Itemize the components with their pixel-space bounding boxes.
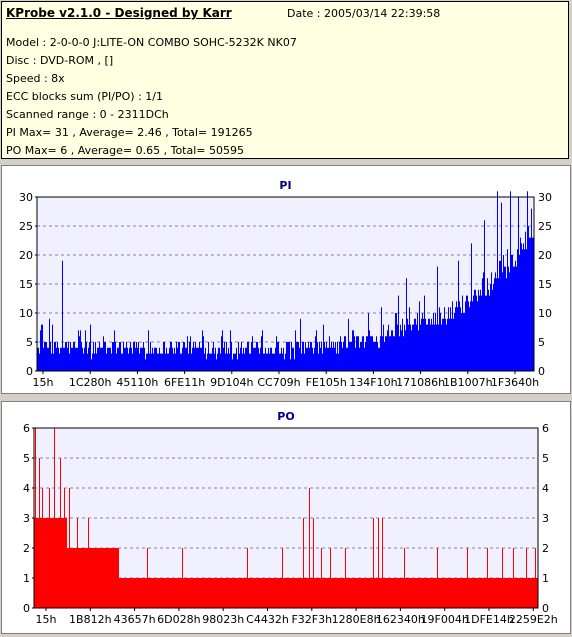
x-tick-label: 2259E2h bbox=[509, 613, 558, 626]
y-tick-label-left: 20 bbox=[19, 249, 33, 262]
y-tick-label-left: 6 bbox=[23, 422, 30, 435]
po-chart-panel: PO 0 0 1 1 2 2 3 3 4 4 5 5 6 6 15h 1B812h 43657h 6D028h 980… bbox=[1, 401, 571, 634]
y-tick-label-right: 20 bbox=[538, 249, 552, 262]
y-tick-label-left: 15 bbox=[19, 278, 33, 291]
range-line: Scanned range : 0 - 2311DCh bbox=[6, 108, 169, 121]
y-tick-label-left: 25 bbox=[19, 220, 33, 233]
chart-title: PO bbox=[277, 410, 294, 423]
x-tick-label: 6D028h bbox=[157, 613, 200, 626]
y-tick-label-left: 4 bbox=[23, 482, 30, 495]
y-tick-label-left: 1 bbox=[23, 572, 30, 585]
y-tick-label-right: 6 bbox=[542, 422, 549, 435]
y-tick-label-right: 25 bbox=[538, 220, 552, 233]
x-tick-label: 1B812h bbox=[69, 613, 112, 626]
speed-line: Speed : 8x bbox=[6, 72, 65, 85]
x-tick-label: 19F004h bbox=[421, 613, 469, 626]
bar-series bbox=[34, 428, 538, 608]
x-tick-label: 134F10h bbox=[349, 376, 397, 389]
x-tick-label: 1F3640h bbox=[491, 376, 539, 389]
bar-series bbox=[37, 191, 534, 371]
scan-date: Date : 2005/03/14 22:39:58 bbox=[287, 7, 441, 20]
y-tick-label-left: 2 bbox=[23, 542, 30, 555]
y-tick-label-right: 10 bbox=[538, 307, 552, 320]
x-tick-label: C4432h bbox=[246, 613, 289, 626]
x-tick-label: 15h bbox=[33, 376, 54, 389]
ecc-line: ECC blocks sum (PI/PO) : 1/1 bbox=[6, 90, 163, 103]
x-tick-label: F32F3h bbox=[291, 613, 332, 626]
y-tick-label-right: 30 bbox=[538, 191, 552, 204]
y-tick-label-left: 5 bbox=[23, 452, 30, 465]
x-tick-label: FE105h bbox=[306, 376, 347, 389]
y-tick-label-right: 5 bbox=[542, 452, 549, 465]
y-tick-label-right: 1 bbox=[542, 572, 549, 585]
y-tick-label-left: 5 bbox=[26, 336, 33, 349]
y-tick-label-left: 0 bbox=[23, 602, 30, 615]
y-tick-label-right: 0 bbox=[542, 602, 549, 615]
x-tick-label: 6FE11h bbox=[164, 376, 205, 389]
x-tick-label: 1280E8h bbox=[332, 613, 381, 626]
y-tick-label-right: 15 bbox=[538, 278, 552, 291]
x-tick-label: 45110h bbox=[116, 376, 158, 389]
y-tick-label-left: 3 bbox=[23, 512, 30, 525]
chart-title: PI bbox=[279, 179, 291, 192]
y-tick-label-right: 0 bbox=[538, 365, 545, 378]
y-tick-label-left: 10 bbox=[19, 307, 33, 320]
info-panel: KProbe v2.1.0 - Designed by Karr Date : … bbox=[1, 1, 569, 159]
y-tick-label-left: 30 bbox=[19, 191, 33, 204]
y-tick-label-right: 2 bbox=[542, 542, 549, 555]
y-tick-label-right: 3 bbox=[542, 512, 549, 525]
po-chart: PO 0 0 1 1 2 2 3 3 4 4 5 5 6 6 15h 1B812h 43657h 6D028h 980… bbox=[23, 410, 558, 626]
pi-chart-panel: PI 0 0 5 5 10 10 15 15 20 20 25 25 30 30 15h 1C280h 45110… bbox=[1, 165, 571, 394]
po-summary-line: PO Max= 6 , Average= 0.65 , Total= 50595 bbox=[6, 144, 244, 157]
y-tick-label-right: 4 bbox=[542, 482, 549, 495]
x-tick-label: 171086h bbox=[396, 376, 445, 389]
y-tick-label-right: 5 bbox=[538, 336, 545, 349]
disc-line: Disc : DVD-ROM , [] bbox=[6, 54, 114, 67]
x-tick-label: 43657h bbox=[114, 613, 156, 626]
x-tick-label: 1C280h bbox=[69, 376, 112, 389]
x-tick-label: 15h bbox=[36, 613, 57, 626]
y-tick-label-left: 0 bbox=[26, 365, 33, 378]
model-line: Model : 2-0-0-0 J:LITE-ON COMBO SOHC-523… bbox=[6, 36, 297, 49]
x-tick-label: 1DFE14h bbox=[464, 613, 514, 626]
x-tick-label: 162340h bbox=[376, 613, 425, 626]
x-tick-label: 1B1007h bbox=[443, 376, 493, 389]
x-tick-label: 98023h bbox=[202, 613, 244, 626]
app-title: KProbe v2.1.0 - Designed by Karr bbox=[6, 6, 232, 20]
pi-summary-line: PI Max= 31 , Average= 2.46 , Total= 1912… bbox=[6, 126, 253, 139]
pi-chart: PI 0 0 5 5 10 10 15 15 20 20 25 25 30 30 15h 1C280h 45110… bbox=[19, 179, 552, 389]
x-tick-label: CC709h bbox=[257, 376, 300, 389]
x-tick-label: 9D104h bbox=[210, 376, 253, 389]
